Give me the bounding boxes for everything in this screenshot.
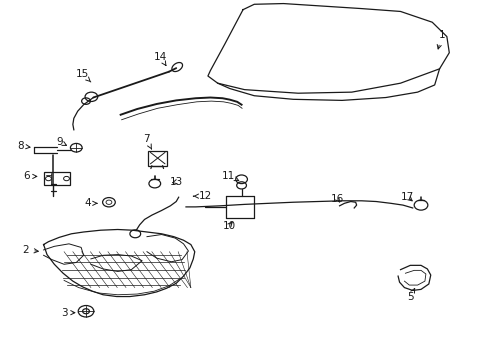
Text: 3: 3 (61, 308, 75, 318)
Text: 2: 2 (22, 245, 38, 255)
Text: 15: 15 (76, 69, 91, 82)
Text: 12: 12 (193, 191, 212, 201)
Text: 6: 6 (23, 171, 37, 181)
Text: 13: 13 (169, 177, 183, 187)
Text: 4: 4 (84, 198, 97, 208)
Text: 5: 5 (406, 288, 414, 302)
Text: 8: 8 (17, 141, 30, 151)
Text: 1: 1 (436, 30, 445, 49)
Text: 14: 14 (154, 52, 167, 66)
Text: 10: 10 (222, 221, 235, 231)
Text: 17: 17 (401, 192, 414, 202)
Text: 9: 9 (56, 137, 66, 147)
Text: 11: 11 (222, 171, 238, 181)
Text: 7: 7 (142, 134, 151, 149)
Text: 16: 16 (330, 194, 343, 204)
